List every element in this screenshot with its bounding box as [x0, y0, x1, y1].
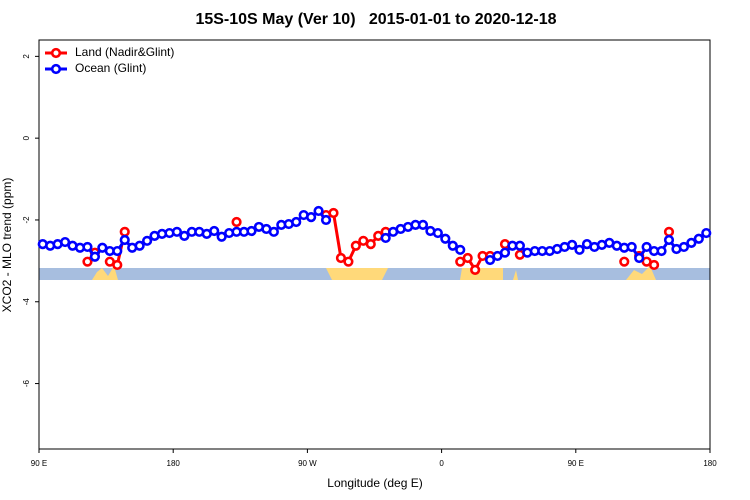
data-point	[119, 234, 130, 246]
data-point	[350, 240, 361, 251]
data-point	[634, 252, 645, 264]
y-tick-label: -2	[22, 216, 31, 224]
data-point	[59, 236, 71, 248]
data-point	[455, 244, 466, 255]
data-point	[648, 259, 660, 271]
data-point	[216, 231, 227, 242]
data-point	[447, 240, 458, 251]
data-point	[246, 225, 257, 237]
data-point	[701, 227, 712, 239]
x-axis-label: Longitude (deg E)	[327, 476, 422, 490]
chart-title: 15S-10S May (Ver 10) 2015-01-01 to 2020-…	[195, 11, 556, 28]
data-point	[440, 233, 451, 244]
data-point	[306, 211, 317, 223]
data-point	[82, 241, 93, 253]
data-point	[678, 241, 690, 253]
data-point	[268, 226, 279, 237]
data-point	[209, 225, 220, 237]
legend-label: Ocean (Glint)	[75, 61, 146, 75]
data-point	[142, 235, 153, 246]
data-point	[171, 226, 183, 237]
x-tick-label: 90 E	[31, 459, 47, 468]
data-point	[119, 226, 130, 237]
data-point	[470, 264, 481, 275]
data-point	[320, 214, 332, 226]
y-axis-label: XCO2 - MLO trend (ppm)	[0, 178, 14, 313]
data-point	[663, 226, 675, 237]
data-point	[626, 241, 637, 253]
data-point	[663, 234, 675, 246]
land-shape	[326, 268, 388, 280]
data-point	[514, 240, 525, 251]
data-point	[112, 245, 123, 257]
series-line	[87, 213, 669, 270]
data-point	[343, 256, 354, 267]
land-shape	[460, 268, 503, 280]
data-point	[380, 232, 391, 244]
data-point	[574, 244, 585, 255]
data-point	[693, 233, 704, 244]
x-tick-label: 180	[167, 459, 181, 468]
data-point	[291, 216, 302, 228]
land-shape	[92, 266, 118, 280]
data-point	[112, 259, 123, 271]
land-shape	[626, 266, 656, 280]
legend-marker	[50, 63, 62, 75]
data-point	[432, 227, 443, 239]
data-point	[566, 239, 578, 251]
data-point	[656, 245, 667, 257]
y-tick-label: -4	[22, 298, 31, 306]
data-point	[231, 216, 242, 228]
data-point	[313, 205, 324, 217]
data-point	[462, 252, 473, 264]
data-point	[82, 256, 93, 267]
data-point	[89, 251, 101, 262]
data-point	[686, 237, 697, 248]
legend-marker	[50, 47, 62, 59]
data-point	[328, 207, 339, 219]
y-tick-label: 2	[22, 54, 31, 59]
y-tick-label: -6	[22, 379, 31, 387]
data-point	[619, 256, 630, 267]
data-point	[484, 254, 496, 266]
data-point	[134, 240, 145, 251]
data-point	[365, 238, 376, 250]
data-point	[417, 219, 429, 230]
data-point	[335, 252, 347, 264]
land-shape	[513, 270, 518, 280]
x-tick-label: 90 W	[298, 459, 317, 468]
data-point	[499, 247, 511, 258]
data-point	[179, 230, 190, 242]
y-tick-label: 0	[22, 135, 31, 140]
land-mask	[39, 266, 710, 280]
x-tick-label: 180	[703, 459, 717, 468]
data-point	[455, 256, 466, 267]
data-point	[641, 241, 652, 253]
x-tick-label: 90 E	[568, 459, 584, 468]
legend-label: Land (Nadir&Glint)	[75, 45, 174, 59]
x-tick-label: 0	[439, 459, 444, 468]
